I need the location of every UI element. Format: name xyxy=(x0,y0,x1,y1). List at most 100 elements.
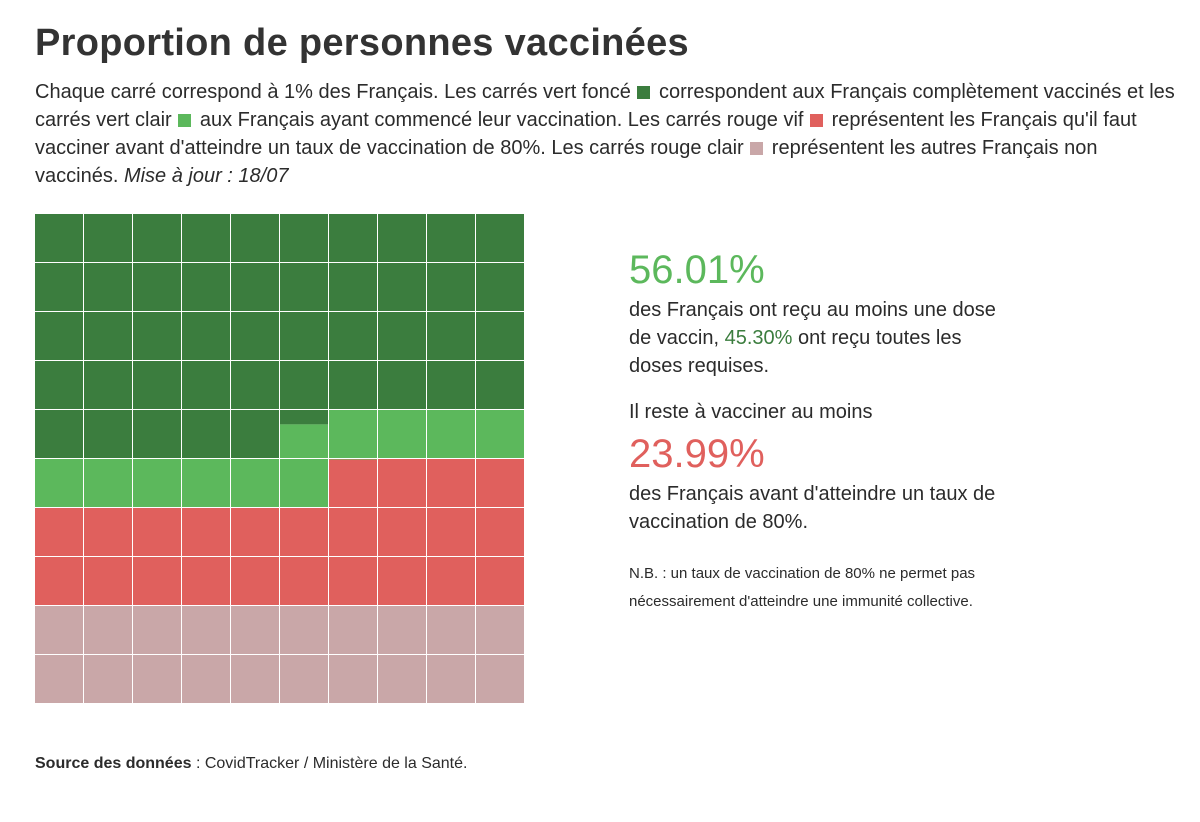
waffle-cell xyxy=(329,508,377,556)
waffle-cell xyxy=(231,214,279,262)
waffle-cell xyxy=(231,655,279,703)
waffle-cell xyxy=(476,214,524,262)
source-line: Source des données : CovidTracker / Mini… xyxy=(35,755,467,773)
waffle-cell xyxy=(182,361,230,409)
waffle-cell xyxy=(378,508,426,556)
first-dose-text-a: des Français ont reçu au moins une dose … xyxy=(629,299,996,349)
waffle-cell xyxy=(427,361,475,409)
waffle-cell xyxy=(329,459,377,507)
waffle-cell xyxy=(182,459,230,507)
waffle-cell xyxy=(182,557,230,605)
dark-green-swatch xyxy=(637,86,651,99)
waffle-cell xyxy=(378,459,426,507)
waffle-cell xyxy=(476,361,524,409)
waffle-cell xyxy=(280,508,328,556)
waffle-cell xyxy=(84,606,132,654)
waffle-cell xyxy=(427,606,475,654)
waffle-cell xyxy=(231,361,279,409)
update-date: Mise à jour : 18/07 xyxy=(123,165,289,187)
intro-paragraph: Chaque carré correspond à 1% des Françai… xyxy=(35,78,1185,190)
waffle-chart xyxy=(35,214,524,703)
waffle-cell xyxy=(329,312,377,360)
page-title: Proportion de personnes vaccinées xyxy=(35,22,689,64)
waffle-cell xyxy=(133,557,181,605)
waffle-cell xyxy=(378,557,426,605)
waffle-cell xyxy=(133,410,181,458)
waffle-cell xyxy=(329,557,377,605)
first-dose-text-b: ont reçu toutes les doses requises. xyxy=(629,327,962,377)
waffle-cell xyxy=(35,361,83,409)
waffle-cell xyxy=(133,606,181,654)
waffle-cell xyxy=(280,606,328,654)
waffle-cell xyxy=(84,263,132,311)
waffle-cell xyxy=(280,459,328,507)
waffle-cell xyxy=(427,312,475,360)
waffle-cell xyxy=(280,655,328,703)
waffle-cell xyxy=(231,459,279,507)
waffle-cell xyxy=(329,263,377,311)
waffle-cell xyxy=(378,312,426,360)
waffle-cell xyxy=(133,263,181,311)
waffle-cell xyxy=(231,263,279,311)
intro-seg-4: représentent les Français qu'il faut vac… xyxy=(35,109,1137,159)
full-dose-percentage: 45.30% xyxy=(724,327,793,349)
waffle-cell xyxy=(35,606,83,654)
waffle-cell xyxy=(280,312,328,360)
waffle-cell xyxy=(329,655,377,703)
waffle-cell xyxy=(280,263,328,311)
waffle-cell xyxy=(133,508,181,556)
waffle-cell xyxy=(133,655,181,703)
bright-red-swatch xyxy=(810,114,824,127)
waffle-cell xyxy=(476,508,524,556)
first-dose-percentage: 56.01% xyxy=(629,248,765,292)
waffle-cell xyxy=(378,606,426,654)
source-label: Source des données xyxy=(35,755,192,772)
waffle-cell xyxy=(182,655,230,703)
waffle-cell xyxy=(182,263,230,311)
waffle-cell xyxy=(133,459,181,507)
waffle-cell xyxy=(329,214,377,262)
nb-note: N.B. : un taux de vaccination de 80% ne … xyxy=(629,565,976,610)
waffle-cell xyxy=(427,508,475,556)
waffle-cell xyxy=(427,263,475,311)
waffle-cell xyxy=(84,508,132,556)
waffle-cell xyxy=(35,557,83,605)
waffle-cell xyxy=(231,410,279,458)
waffle-cell xyxy=(476,655,524,703)
waffle-cell xyxy=(35,459,83,507)
waffle-cell xyxy=(35,214,83,262)
waffle-cell xyxy=(378,655,426,703)
waffle-cell xyxy=(133,361,181,409)
waffle-cell xyxy=(182,606,230,654)
waffle-cell xyxy=(133,214,181,262)
waffle-cell xyxy=(378,263,426,311)
waffle-cell xyxy=(84,312,132,360)
waffle-cell xyxy=(84,361,132,409)
waffle-cell xyxy=(476,410,524,458)
waffle-cell xyxy=(280,410,328,425)
waffle-cell xyxy=(35,410,83,458)
waffle-cell xyxy=(427,410,475,458)
remaining-description: des Français avant d'atteindre un taux d… xyxy=(629,483,996,533)
waffle-cell xyxy=(476,459,524,507)
waffle-cell xyxy=(476,263,524,311)
waffle-cell xyxy=(476,606,524,654)
source-text: : CovidTracker / Ministère de la Santé. xyxy=(191,755,468,772)
first-dose-description: des Français ont reçu au moins une dose … xyxy=(629,296,1009,380)
waffle-cell xyxy=(35,655,83,703)
waffle-cell xyxy=(182,410,230,458)
waffle-cell xyxy=(329,606,377,654)
remaining-percentage: 23.99% xyxy=(629,432,765,476)
waffle-cell xyxy=(35,508,83,556)
waffle-cell xyxy=(84,214,132,262)
waffle-cell xyxy=(427,557,475,605)
waffle-cell xyxy=(231,557,279,605)
light-red-swatch xyxy=(750,142,764,155)
waffle-cell xyxy=(280,214,328,262)
light-green-swatch xyxy=(178,114,192,127)
stats-panel: 56.01% des Français ont reçu au moins un… xyxy=(629,248,1009,616)
waffle-cell xyxy=(427,655,475,703)
intro-seg-1: Chaque carré correspond à 1% des Françai… xyxy=(35,81,631,103)
remaining-label: Il reste à vacciner au moins xyxy=(629,401,873,423)
waffle-cell xyxy=(280,361,328,409)
